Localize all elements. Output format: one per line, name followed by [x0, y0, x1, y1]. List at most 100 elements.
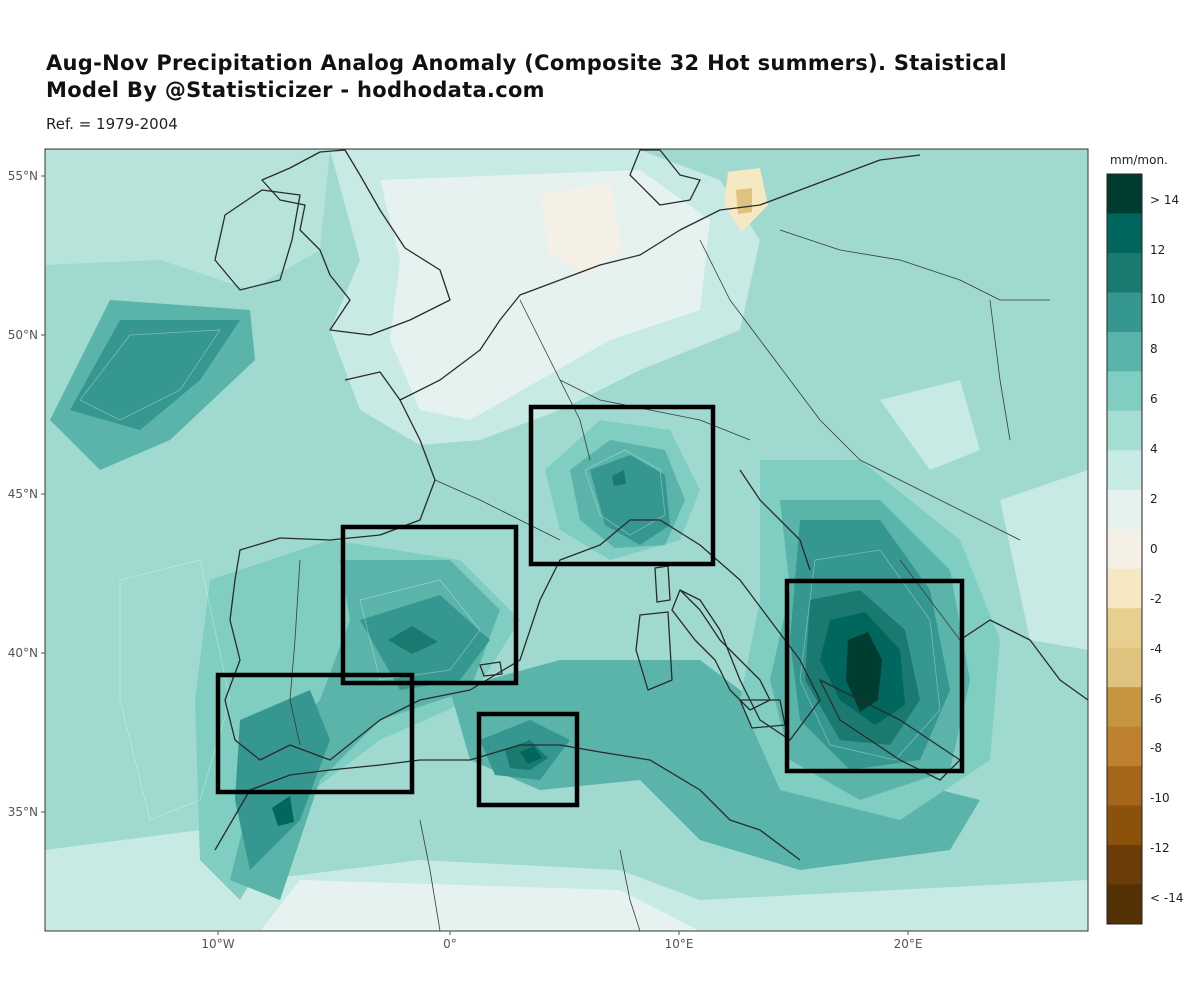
colorbar-swatch [1107, 608, 1142, 649]
legend-label-neg12: -12 [1150, 841, 1170, 855]
colorbar-swatch [1107, 252, 1142, 293]
lat-label-55: 55°N [8, 169, 38, 183]
study-regions [215, 404, 965, 808]
legend-label-neg10: -10 [1150, 791, 1170, 805]
colorbar-swatch [1107, 726, 1142, 767]
sardinia-coast [635, 611, 673, 691]
border-pyrenees [434, 479, 561, 541]
field-atlantic-10 [70, 320, 240, 430]
balearic-coast [479, 661, 503, 677]
colorbar-swatch [1107, 410, 1142, 451]
legend-label-8: 8 [1150, 342, 1158, 356]
field-near-zero-north [380, 170, 710, 420]
field-alps-10 [590, 455, 670, 545]
legend-title: mm/mon. [1110, 153, 1168, 167]
lon-label-0: 0° [443, 937, 457, 951]
north-africa-coast [214, 744, 801, 861]
legend-label-neg8: -8 [1150, 741, 1162, 755]
contour-lines [79, 329, 941, 821]
legend-label-6: 6 [1150, 392, 1158, 406]
region-box-ionian [784, 578, 965, 774]
colorbar-swatch [1107, 766, 1142, 807]
reference-period: Ref. = 1979-2004 [46, 115, 178, 133]
region-box-south-iberia [215, 672, 415, 795]
colorbar [1107, 174, 1142, 925]
lat-label-40: 40°N [8, 646, 38, 660]
title-line-2: Model By @Statisticizer - hodhodata.com [46, 78, 545, 102]
colorbar-swatch [1107, 805, 1142, 846]
region-box-alps [528, 404, 716, 567]
border-alps [559, 379, 751, 441]
mainland-south-coast [224, 371, 821, 761]
field-iberia-12 [388, 626, 438, 654]
corsica-coast [654, 565, 671, 603]
border-morocco-algeria [419, 819, 441, 931]
field-iberia-10b [235, 690, 330, 870]
lat-label-35: 35°N [8, 805, 38, 819]
denmark-coast [629, 149, 701, 206]
region-box-central-spain [340, 524, 519, 686]
field-algeria-14 [520, 746, 542, 764]
border-balkans [899, 559, 961, 641]
lat-label-50: 50°N [8, 328, 38, 342]
legend-label-neg6: -6 [1150, 692, 1162, 706]
border-central-europe [699, 239, 861, 461]
field-balkan-max [846, 632, 882, 712]
colorbar-swatch [1107, 174, 1142, 214]
lon-label-20e: 20°E [894, 937, 923, 951]
field-light-east [1000, 470, 1088, 650]
colorbar-swatch [1107, 213, 1142, 254]
field-alps-12 [612, 470, 626, 486]
legend-label-neg2: -2 [1150, 592, 1162, 606]
britain-coast [261, 149, 451, 336]
field-light-northwest [45, 150, 330, 290]
field-near-zero-south [260, 880, 700, 931]
legend-label-2: 2 [1150, 492, 1158, 506]
legend-label-10: 10 [1150, 292, 1166, 306]
legend-label-neg4: -4 [1150, 642, 1162, 656]
colorbar-swatch [1107, 371, 1142, 412]
colorbar-swatch [1107, 529, 1142, 570]
border-poland [779, 229, 1050, 301]
colorbar-swatch [1107, 292, 1142, 333]
lon-label-10w: 10°W [201, 937, 234, 951]
colorbar-swatch [1107, 884, 1142, 925]
aegean-coast [959, 619, 1088, 701]
legend-label-lt-neg14: < -14 [1150, 891, 1184, 905]
country-borders [289, 229, 1050, 931]
field-negative-benelux [540, 182, 622, 275]
legend-label-0: 0 [1150, 542, 1158, 556]
adriatic-coast [739, 469, 811, 571]
border-portugal [289, 559, 301, 746]
field-iberia-14 [272, 796, 294, 826]
colorbar-swatch [1107, 489, 1142, 530]
ireland-coast [214, 189, 301, 291]
field-light-carpathian [880, 380, 980, 470]
mainland-north-coast [399, 154, 921, 401]
map-frame [44, 148, 1089, 932]
colorbar-swatch [1107, 845, 1142, 886]
region-box-algeria [476, 711, 580, 808]
colorbar-swatch [1107, 450, 1142, 491]
chart-title: Aug-Nov Precipitation Analog Anomaly (Co… [46, 50, 1046, 104]
colorbar-swatch [1107, 647, 1142, 688]
border-ukraine [989, 299, 1011, 441]
field-negative-baltic-core [736, 188, 752, 214]
colorbar-frame [1106, 173, 1143, 925]
axis-ticks [41, 175, 909, 935]
legend-label-12: 12 [1150, 243, 1166, 257]
colorbar-swatch [1107, 331, 1142, 372]
border-hungary [859, 459, 1021, 541]
title-line-1: Aug-Nov Precipitation Analog Anomaly (Co… [46, 51, 1007, 75]
colorbar-swatch [1107, 568, 1142, 609]
coastlines [214, 149, 1088, 861]
lat-label-45: 45°N [8, 487, 38, 501]
italy-coast [671, 589, 771, 711]
colorbar-swatch [1107, 687, 1142, 728]
border-algeria-tunisia [619, 849, 641, 931]
field-med-8 [450, 660, 980, 870]
lon-label-10e: 10°E [665, 937, 694, 951]
anomaly-field [45, 149, 1088, 931]
